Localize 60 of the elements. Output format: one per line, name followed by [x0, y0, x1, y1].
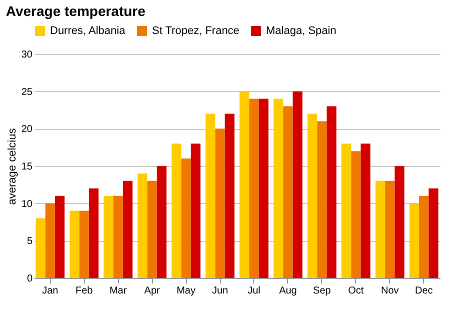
bar [79, 210, 89, 278]
x-tick-label: Oct [348, 286, 364, 296]
y-tick-label: 20 [21, 124, 33, 136]
bar [258, 98, 268, 278]
bar [308, 114, 318, 278]
bar [70, 210, 80, 278]
x-tick-label: Jul [248, 286, 260, 296]
bar [385, 180, 395, 278]
bar [317, 121, 327, 278]
bar [409, 203, 420, 278]
bar [240, 91, 250, 278]
x-tick-label: Jan [42, 286, 58, 296]
bar [206, 114, 216, 278]
legend-label: Malaga, Spain [266, 25, 336, 37]
x-tick-label: May [176, 286, 196, 296]
x-tick-label: Aug [279, 286, 297, 296]
y-tick-label: 5 [26, 236, 33, 248]
bar [88, 188, 99, 278]
x-tick-label: Mar [109, 286, 128, 296]
bar [138, 173, 148, 278]
bar [147, 180, 157, 278]
y-tick-label: 0 [26, 274, 33, 284]
bar [249, 98, 259, 278]
y-tick-label: 25 [21, 86, 33, 98]
bar [394, 166, 404, 278]
bar [419, 196, 429, 278]
x-tick-label: Sep [313, 286, 332, 296]
bar [122, 180, 133, 278]
bar [274, 98, 284, 278]
bar [292, 91, 302, 278]
bar [341, 144, 352, 278]
x-tick-label: Feb [75, 286, 94, 296]
bar [104, 196, 114, 278]
x-tick-label: Jun [212, 286, 228, 296]
bar [172, 144, 182, 278]
legend-label: Durres, Albania [50, 25, 126, 37]
bar [190, 144, 200, 278]
bar [36, 218, 46, 278]
bar [181, 158, 191, 278]
bar [113, 196, 123, 278]
y-axis-title: average celcius [6, 128, 18, 205]
bar [156, 166, 166, 278]
x-tick-label: Dec [414, 286, 433, 296]
bar [215, 128, 225, 278]
bar [360, 144, 370, 278]
y-tick-label: 30 [21, 50, 33, 60]
y-tick-label: 15 [21, 162, 33, 172]
legend-label: St Tropez, France [152, 25, 240, 37]
bar [375, 180, 386, 278]
bar [283, 106, 293, 278]
x-tick-label: Apr [144, 286, 161, 296]
y-tick-label: 10 [21, 198, 33, 210]
x-tick-label: Nov [380, 286, 399, 296]
bar [351, 151, 361, 278]
bar [54, 196, 65, 278]
bar [45, 203, 55, 278]
chart-title: Average temperature [6, 3, 146, 19]
bar [428, 188, 438, 278]
bar [326, 106, 336, 278]
bar [224, 114, 234, 278]
